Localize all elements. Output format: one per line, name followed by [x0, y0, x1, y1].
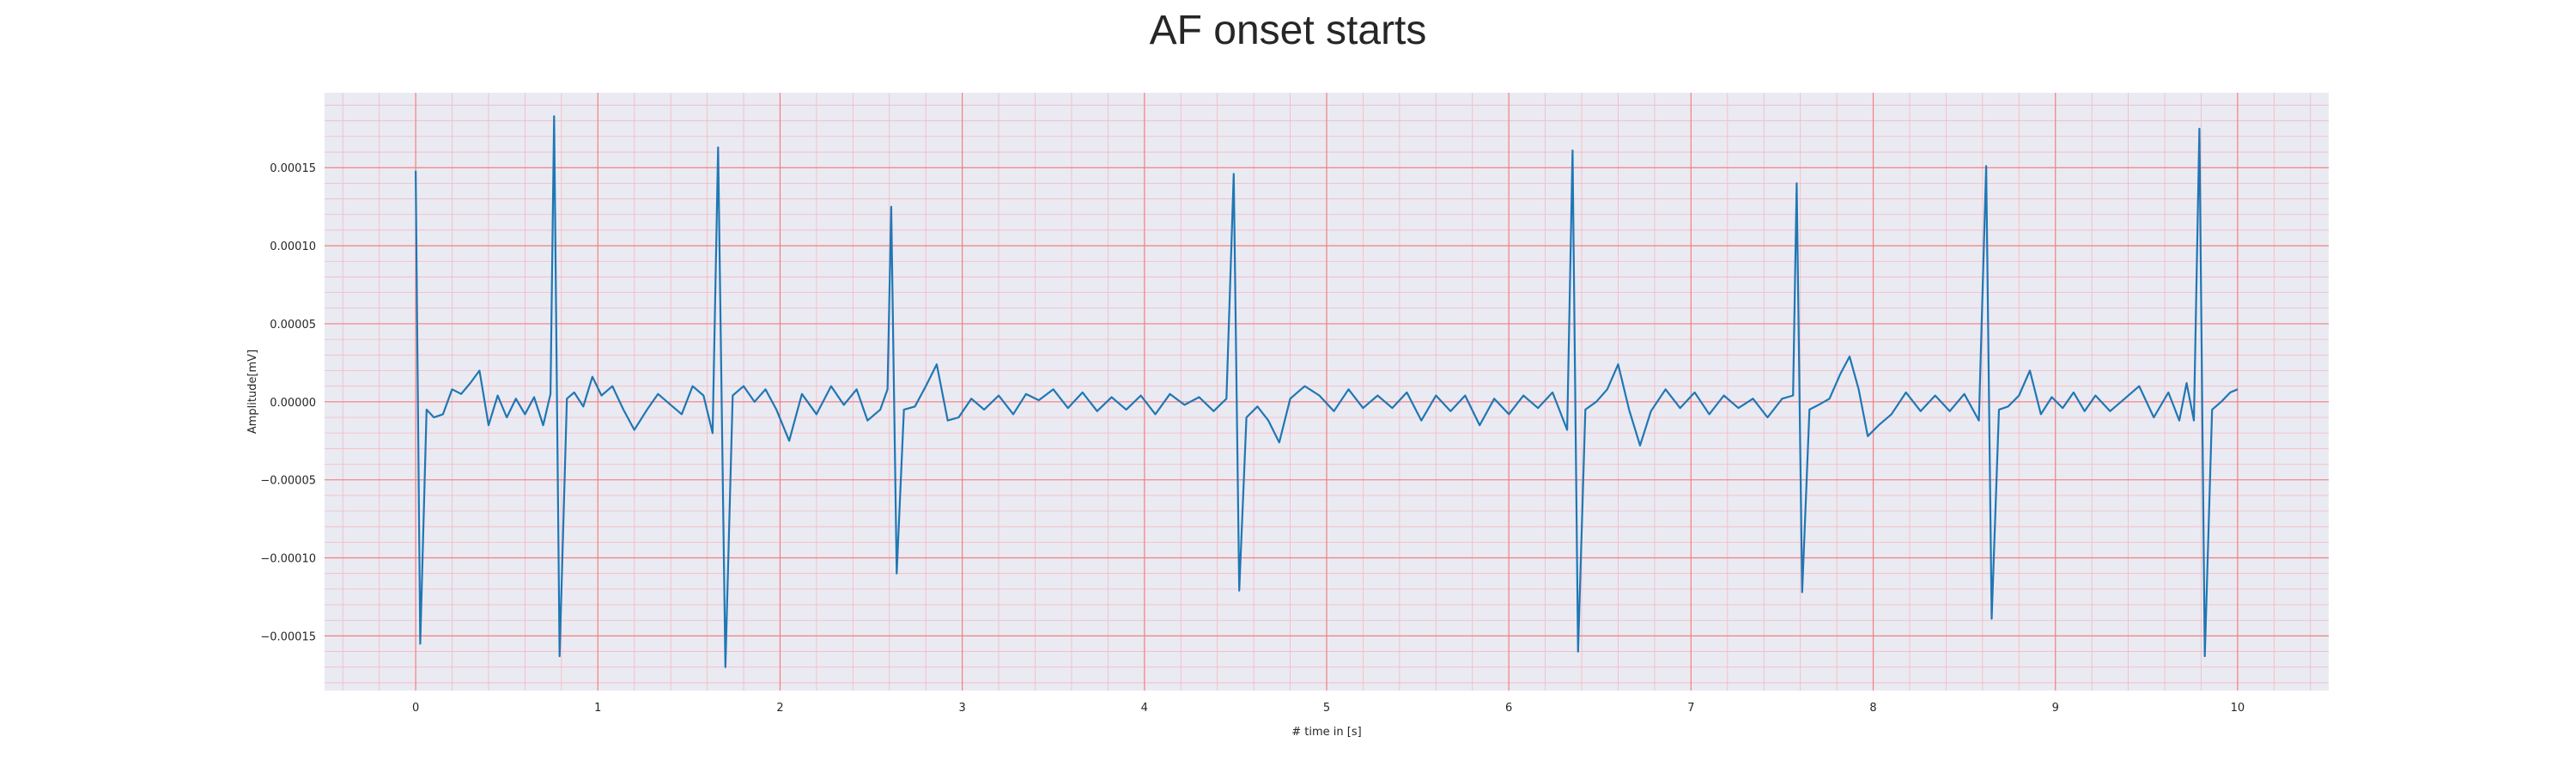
y-tick-label: 0.00010 [270, 240, 316, 253]
major-grid [325, 93, 2329, 691]
x-tick-label: 3 [958, 702, 965, 715]
x-tick-label: 5 [1323, 702, 1330, 715]
y-tick-label: 0.00015 [270, 162, 316, 175]
y-axis-label: Amplitude[mV] [246, 350, 259, 434]
y-tick-label: 0.00000 [270, 397, 316, 410]
y-tick-label: 0.00005 [270, 319, 316, 332]
x-tick-label: 2 [776, 702, 783, 715]
x-tick-label: 6 [1505, 702, 1512, 715]
y-axis-ticks: 0.00015 0.00010 0.00005 0.00000 −0.00005 −0.0… [260, 162, 316, 643]
y-tick-label: −0.00010 [260, 553, 316, 566]
x-tick-label: 4 [1141, 702, 1148, 715]
x-tick-label: 10 [2231, 702, 2245, 715]
y-tick-label: −0.00015 [260, 630, 316, 643]
x-tick-label: 8 [1869, 702, 1876, 715]
chart-title: AF onset starts [1149, 8, 1427, 53]
x-axis-label: # time in [s] [1291, 726, 1361, 739]
x-axis-ticks: 0 1 2 3 4 5 6 7 8 9 10 [412, 702, 2245, 715]
ecg-series-line [415, 115, 2239, 668]
x-tick-label: 0 [412, 702, 419, 715]
x-tick-label: 7 [1687, 702, 1694, 715]
x-tick-label: 1 [594, 702, 601, 715]
y-tick-label: −0.00005 [260, 475, 316, 488]
x-tick-label: 9 [2052, 702, 2059, 715]
